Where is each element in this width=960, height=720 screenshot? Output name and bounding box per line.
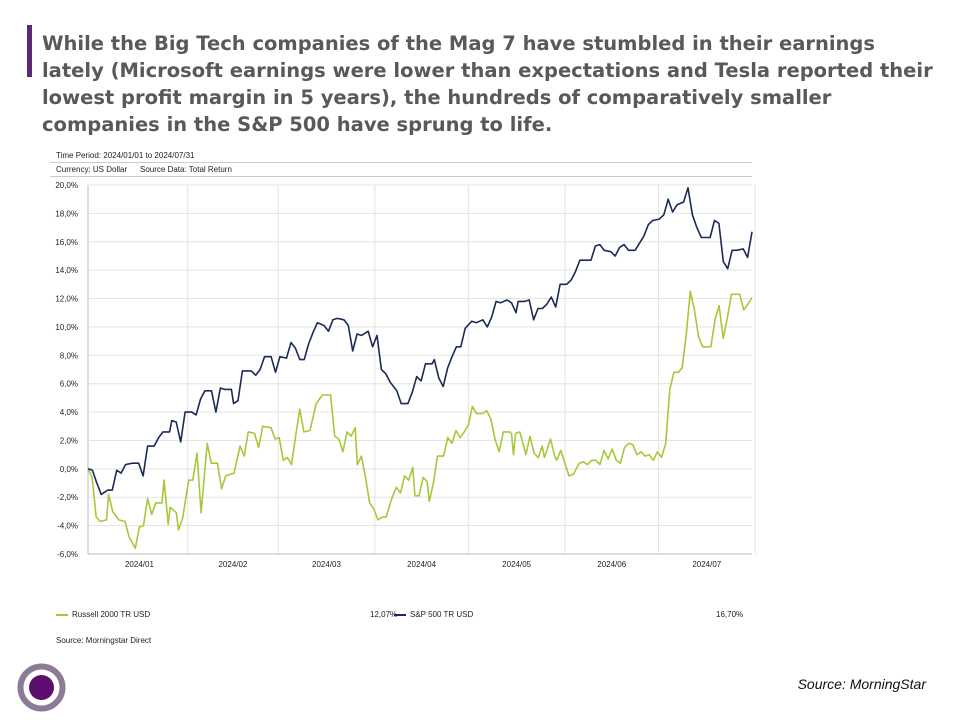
y-tick-label: 16,0% bbox=[55, 238, 78, 247]
headline: While the Big Tech companies of the Mag … bbox=[42, 32, 933, 136]
y-tick-label: 10,0% bbox=[55, 323, 78, 332]
currency-label: Currency: US Dollar bbox=[56, 165, 128, 174]
chart-panel: Time Period: 2024/01/01 to 2024/07/31 Cu… bbox=[50, 145, 762, 650]
x-tick-label: 2024/04 bbox=[407, 560, 436, 569]
logo-ring bbox=[17, 663, 66, 712]
chart-footer-source: Source: Morningstar Direct bbox=[56, 636, 152, 645]
y-tick-label: 8,0% bbox=[60, 351, 78, 360]
logo bbox=[17, 663, 66, 712]
y-tick-label: 14,0% bbox=[55, 266, 78, 275]
source-credit: Source: MorningStar bbox=[797, 676, 926, 692]
x-tick-label: 2024/06 bbox=[597, 560, 626, 569]
source-data-label: Source Data: Total Return bbox=[140, 165, 232, 174]
logo-dot bbox=[29, 675, 54, 700]
accent-bar bbox=[27, 25, 32, 77]
meta-divider-2 bbox=[50, 176, 752, 177]
legend-label-sp500: S&P 500 TR USD bbox=[410, 610, 474, 619]
time-period-label: Time Period: 2024/01/01 to 2024/07/31 bbox=[56, 151, 195, 160]
y-tick-label: 6,0% bbox=[60, 380, 78, 389]
meta-divider bbox=[50, 162, 752, 163]
legend-label-russell: Russell 2000 TR USD bbox=[72, 610, 151, 619]
y-tick-label: 18,0% bbox=[55, 209, 78, 218]
y-tick-label: 2,0% bbox=[60, 436, 78, 445]
x-tick-label: 2024/02 bbox=[218, 560, 247, 569]
x-tick-label: 2024/05 bbox=[502, 560, 531, 569]
y-tick-label: 0,0% bbox=[60, 465, 78, 474]
sp500-line bbox=[87, 187, 753, 496]
legend-swatch-russell bbox=[56, 614, 68, 616]
y-tick-label: 20,0% bbox=[55, 181, 78, 190]
legend-value-russell: 12,07% bbox=[370, 610, 398, 619]
russell-2000-line bbox=[87, 290, 753, 550]
y-tick-label: 12,0% bbox=[55, 295, 78, 304]
legend-swatch-sp500 bbox=[394, 614, 406, 616]
x-tick-label: 2024/03 bbox=[312, 560, 341, 569]
x-tick-label: 2024/07 bbox=[692, 560, 721, 569]
line-chart: 20,0% 18,0% 16,0% 14,0% 12,0% 10,0% 8,0% 6,0% 4,… bbox=[55, 181, 756, 569]
x-tick-label: 2024/01 bbox=[125, 560, 154, 569]
y-tick-label: -6,0% bbox=[57, 550, 78, 559]
legend-value-sp500: 16,70% bbox=[716, 610, 744, 619]
y-tick-label: -4,0% bbox=[57, 522, 78, 531]
y-tick-label: -2,0% bbox=[57, 493, 78, 502]
y-tick-label: 4,0% bbox=[60, 408, 78, 417]
